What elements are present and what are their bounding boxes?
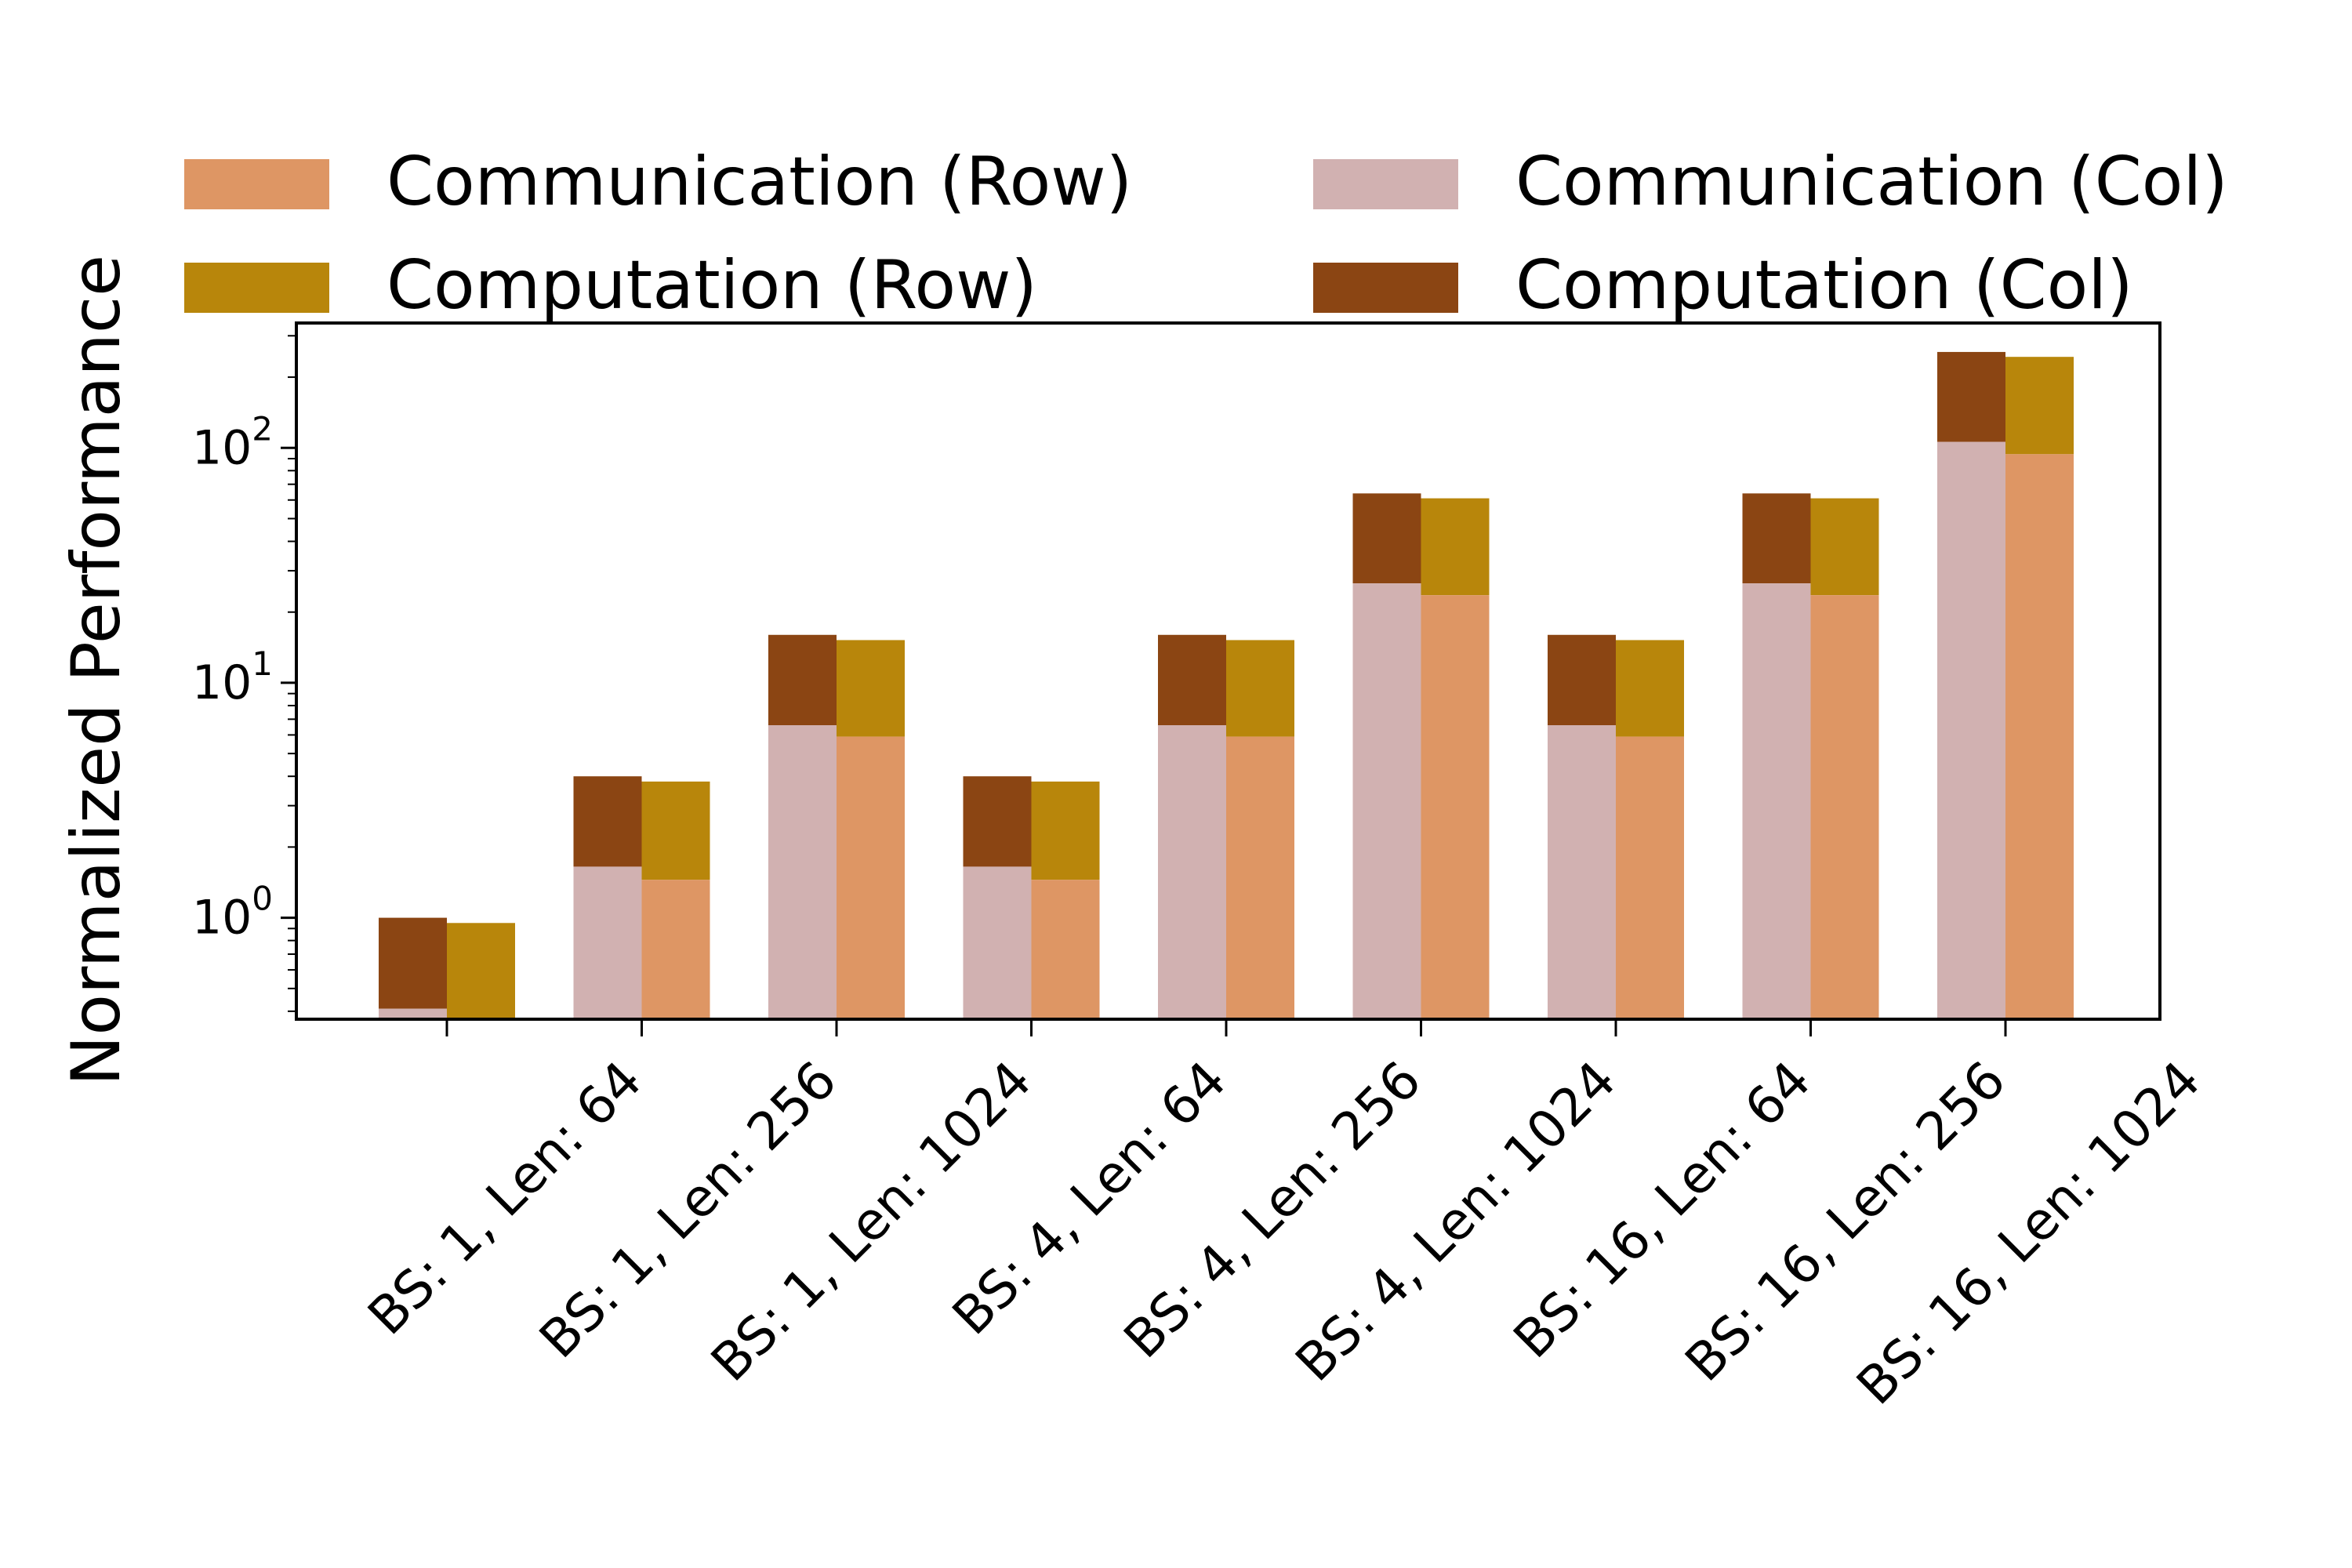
bar-communication-col [1937, 441, 2005, 1019]
bar-computation-row [1616, 640, 1684, 737]
bar-computation-col [1937, 351, 2005, 442]
legend-label-comm_row: Communication (Row) [387, 143, 1132, 221]
bar-communication-row [837, 736, 905, 1019]
y-axis-label: Normalized Performance [57, 255, 136, 1086]
y-tick-label: 100 [192, 880, 273, 946]
bar-computation-col [768, 634, 837, 726]
y-tick-label: 102 [192, 409, 273, 475]
bar-communication-row [1810, 595, 1879, 1019]
bar-communication-col [379, 1008, 447, 1019]
bar-computation-col [1742, 493, 1811, 584]
bar-computation-col [1352, 493, 1421, 584]
bar-computation-col [379, 917, 447, 1009]
x-tick-label: BS: 1, Len: 1024 [699, 1050, 1043, 1393]
bar-communication-row [1421, 595, 1490, 1019]
bar-communication-col [573, 866, 642, 1019]
bar-computation-col [1548, 634, 1616, 726]
bar-computation-col [1158, 634, 1226, 726]
bar-communication-row [1226, 736, 1294, 1019]
bar-communication-col [768, 725, 837, 1019]
bar-computation-row [1226, 640, 1294, 737]
legend-swatch-comp_col [1313, 263, 1458, 313]
legend-label-comp_col: Computation (Col) [1515, 246, 2133, 325]
bar-communication-col [1548, 725, 1616, 1019]
bar-communication-row [2005, 454, 2074, 1019]
legend-swatch-comm_row [184, 159, 329, 209]
bar-computation-row [2005, 357, 2074, 455]
legend-label-comm_col: Communication (Col) [1515, 143, 2228, 221]
bar-communication-col [1158, 725, 1226, 1019]
plot-frame [295, 321, 2161, 1021]
bar-communication-row [641, 880, 710, 1019]
legend: Communication (Row) Communication (Col) Co… [184, 143, 2228, 325]
x-tick-label: BS: 4, Len: 1024 [1284, 1050, 1628, 1393]
bar-communication-row [1031, 880, 1100, 1019]
bar-computation-row [641, 781, 710, 880]
x-tick-label: BS: 16, Len: 256 [1674, 1050, 2017, 1393]
legend-swatch-comp_row [184, 263, 329, 313]
legend-label-comp_row: Computation (Row) [387, 246, 1037, 325]
bar-computation-row [1031, 781, 1100, 880]
bar-computation-row [1421, 498, 1490, 596]
bar-computation-col [573, 776, 642, 867]
x-tick-label: BS: 16, Len: 1024 [1846, 1050, 2212, 1417]
legend-swatch-comm_col [1313, 159, 1458, 209]
bar-computation-col [963, 776, 1032, 867]
bar-computation-row [837, 640, 905, 737]
bar-communication-row [1616, 736, 1684, 1019]
y-tick-label: 101 [192, 644, 273, 710]
bar-computation-row [447, 923, 515, 1019]
bar-communication-col [963, 866, 1032, 1019]
bar-computation-row [1810, 498, 1879, 596]
bar-communication-col [1352, 583, 1421, 1019]
bar-communication-col [1742, 583, 1811, 1019]
